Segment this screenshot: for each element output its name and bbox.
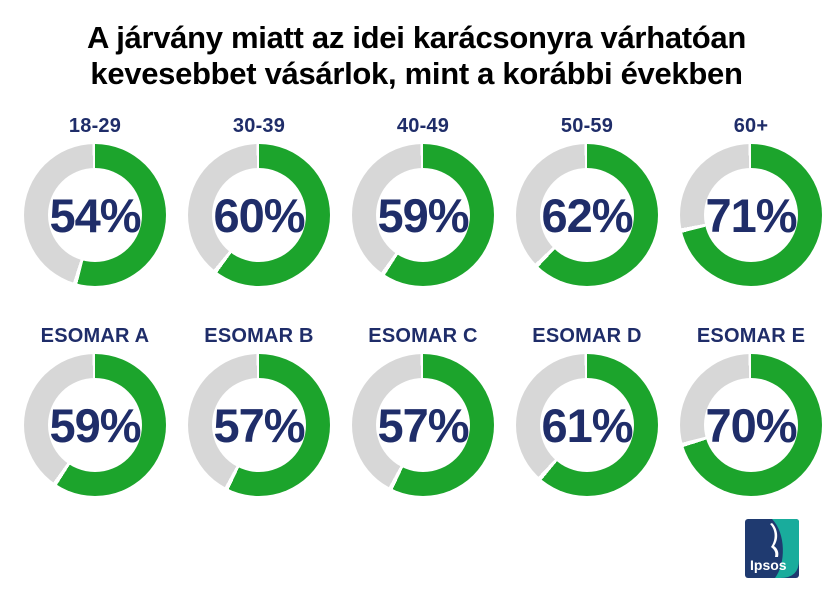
ipsos-logo: Ipsos [745,519,799,578]
donut-chart-30-39: 60% [188,144,330,286]
donut-value-40-49: 59% [377,188,469,242]
donut-value-esomar-d: 61% [541,398,633,452]
donut-value-esomar-e: 70% [705,398,797,452]
donut-chart-esomar-b: 57% [188,354,330,496]
donut-value-esomar-b: 57% [213,398,305,452]
ipsos-logo-wordmark: Ipsos [750,557,787,573]
donut-cell-18-29: 18-29 54% [13,114,177,286]
ipsos-logo-face-profile [770,523,779,557]
donut-hole [376,378,470,472]
donut-hole [540,378,634,472]
donut-label-60-plus: 60+ [733,115,769,137]
donut-label-esomar-b: ESOMAR B [204,325,314,347]
infographic: A járvány miatt az idei karácsonyra várh… [0,20,833,578]
donut-hole [48,378,142,472]
donut-cell-esomar-c: ESOMAR C 57% [341,324,505,496]
donut-chart-40-49: 59% [352,144,494,286]
donut-label-30-39: 30-39 [232,115,286,137]
esomar-row: ESOMAR A 59% ESOMAR B 57% ESOMAR C 57% [13,324,833,496]
donut-chart-esomar-d: 61% [516,354,658,496]
donut-cell-40-49: 40-49 59% [341,114,505,286]
donut-label-esomar-a: ESOMAR A [40,325,150,347]
donut-grid: 18-29 54% 30-39 60% 40-49 59% [13,114,833,496]
donut-value-esomar-a: 59% [49,398,141,452]
donut-value-30-39: 60% [213,188,305,242]
ipsos-logo-teal-wave [772,519,799,578]
donut-chart-60-plus: 71% [680,144,822,286]
donut-label-esomar-c: ESOMAR C [368,325,478,347]
donut-chart-18-29: 54% [24,144,166,286]
donut-value-50-59: 62% [541,188,633,242]
donut-label-18-29: 18-29 [68,115,122,137]
chart-title: A járvány miatt az idei karácsonyra várh… [12,20,822,92]
donut-label-esomar-d: ESOMAR D [532,325,642,347]
donut-cell-60-plus: 60+ 71% [669,114,833,286]
donut-cell-30-39: 30-39 60% [177,114,341,286]
ipsos-logo-graphic: Ipsos [745,519,799,578]
donut-label-50-59: 50-59 [560,115,614,137]
donut-hole [212,168,306,262]
donut-chart-esomar-c: 57% [352,354,494,496]
chart-title-line-1: A járvány miatt az idei karácsonyra várh… [86,20,747,55]
age-groups-row: 18-29 54% 30-39 60% 40-49 59% [13,114,833,286]
donut-hole [212,378,306,472]
donut-value-esomar-c: 57% [377,398,469,452]
donut-cell-esomar-a: ESOMAR A 59% [13,324,177,496]
donut-hole [704,378,798,472]
donut-cell-esomar-b: ESOMAR B 57% [177,324,341,496]
chart-title-line-2: kevesebbet vásárlok, mint a korábbi évek… [90,56,743,91]
donut-hole [376,168,470,262]
donut-chart-esomar-e: 70% [680,354,822,496]
donut-cell-50-59: 50-59 62% [505,114,669,286]
donut-value-18-29: 54% [49,188,141,242]
donut-label-40-49: 40-49 [396,115,450,137]
donut-value-60-plus: 71% [705,188,797,242]
donut-chart-50-59: 62% [516,144,658,286]
donut-hole [540,168,634,262]
donut-chart-esomar-a: 59% [24,354,166,496]
donut-hole [704,168,798,262]
donut-cell-esomar-d: ESOMAR D 61% [505,324,669,496]
donut-label-esomar-e: ESOMAR E [696,325,806,347]
donut-cell-esomar-e: ESOMAR E 70% [669,324,833,496]
donut-hole [48,168,142,262]
